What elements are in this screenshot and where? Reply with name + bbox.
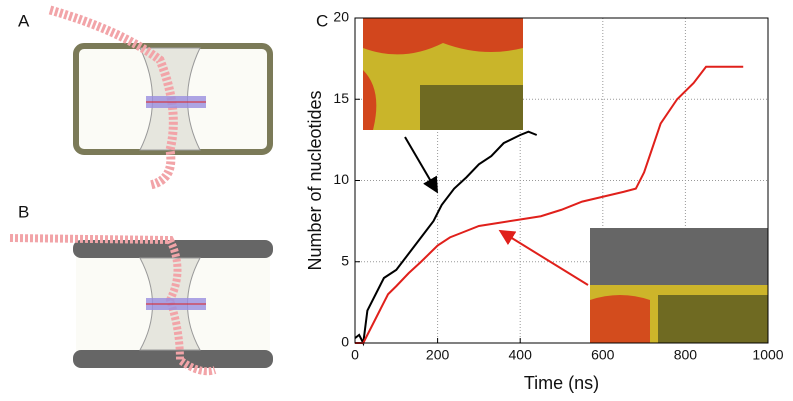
x-tick-label: 800 [674,347,698,363]
inset-floor [420,85,523,130]
inset-texture [590,295,650,343]
x-tick-label: 1000 [752,347,783,363]
x-axis-label: Time (ns) [524,373,599,393]
panel-label: B [18,202,29,221]
panel-label: A [18,11,30,30]
x-tick-label: 200 [426,347,450,363]
panel-a-render [48,5,273,190]
x-tick-label: 400 [509,347,533,363]
y-axis-label: Number of nucleotides [305,90,325,270]
x-tick-label: 600 [591,347,615,363]
inset-floor [658,295,768,343]
panel-label: C [316,11,328,30]
y-tick-label: 0 [341,334,349,350]
x-tick-label: 0 [351,347,359,363]
y-tick-label: 20 [333,9,349,25]
y-tick-label: 10 [333,171,349,187]
series-line [355,65,744,344]
y-tick-label: 15 [333,90,349,106]
series-line [354,130,538,347]
panel-b-render [9,234,273,376]
inset-texture [363,18,523,130]
chart: 0 200 400 600 800 1000 0 5 10 15 20 Time (ns) Number… [305,9,784,393]
arrow [404,136,439,194]
arrow [498,229,589,286]
plot-frame [354,17,769,344]
y-tick-label: 5 [341,252,349,268]
